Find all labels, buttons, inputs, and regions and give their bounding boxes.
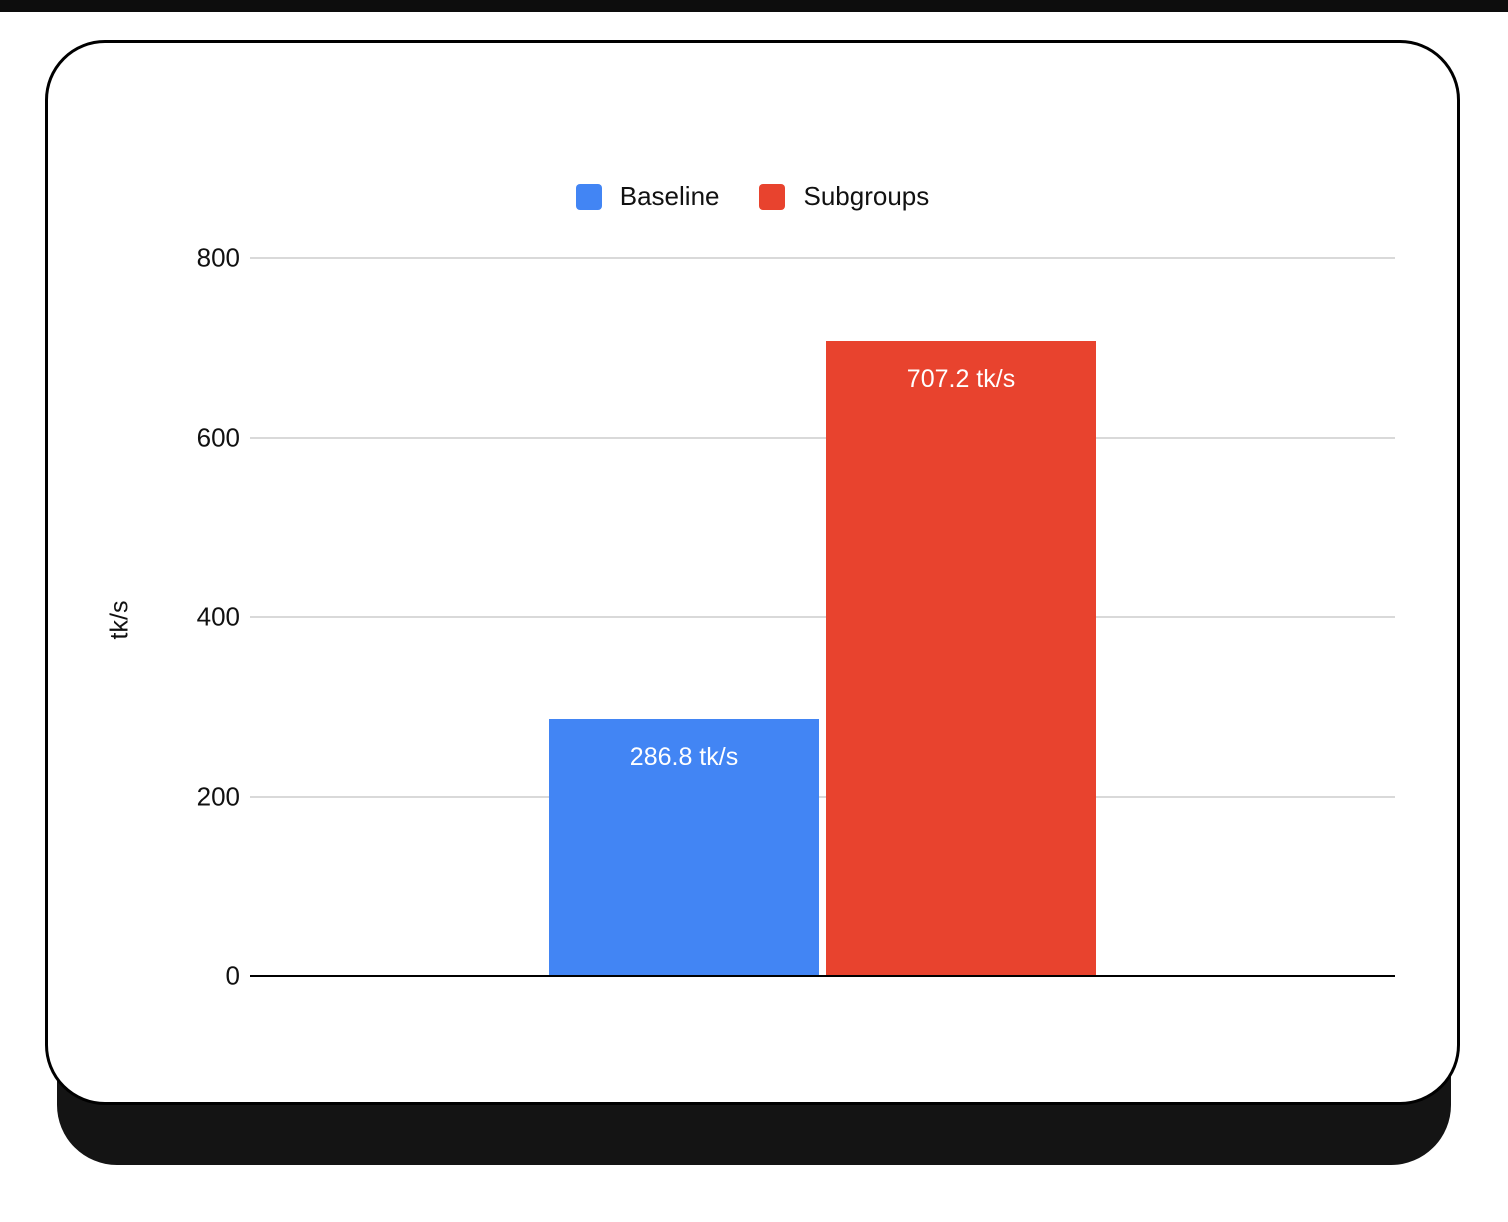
- legend-item-subgroups: Subgroups: [759, 181, 929, 212]
- legend-item-baseline: Baseline: [575, 181, 720, 212]
- bar-baseline: 286.8 tk/s: [549, 718, 819, 976]
- y-tick-labels: 0 200 400 600 800: [150, 243, 240, 991]
- bar-subgroups: 707.2 tk/s: [826, 341, 1096, 976]
- legend-label: Baseline: [619, 181, 720, 211]
- x-axis-line: [250, 975, 1395, 977]
- plot-area: 286.8 tk/s 707.2 tk/s: [250, 257, 1395, 977]
- chart-card: Baseline Subgroups tk/s 0 200 400 600 800 286…: [45, 40, 1460, 1105]
- y-tick-label: 0: [225, 960, 240, 991]
- top-edge-strip: [0, 0, 1508, 12]
- bars: 286.8 tk/s 707.2 tk/s: [250, 258, 1395, 976]
- gridline: [250, 436, 1395, 439]
- gridline: [250, 257, 1395, 259]
- legend: Baseline Subgroups: [48, 181, 1457, 212]
- y-axis-title: tk/s: [105, 600, 134, 640]
- y-tick-label: 200: [196, 781, 240, 811]
- gridline: [250, 795, 1395, 798]
- bar-value-label: 286.8 tk/s: [629, 742, 739, 771]
- legend-swatch-baseline: [575, 183, 602, 210]
- legend-label: Subgroups: [803, 181, 930, 211]
- legend-swatch-subgroups: [759, 183, 786, 210]
- bar-value-label: 707.2 tk/s: [906, 365, 1016, 394]
- y-tick-label: 400: [196, 601, 240, 632]
- y-tick-label: 600: [196, 422, 240, 452]
- y-tick-label: 800: [196, 242, 240, 273]
- gridline: [250, 616, 1395, 618]
